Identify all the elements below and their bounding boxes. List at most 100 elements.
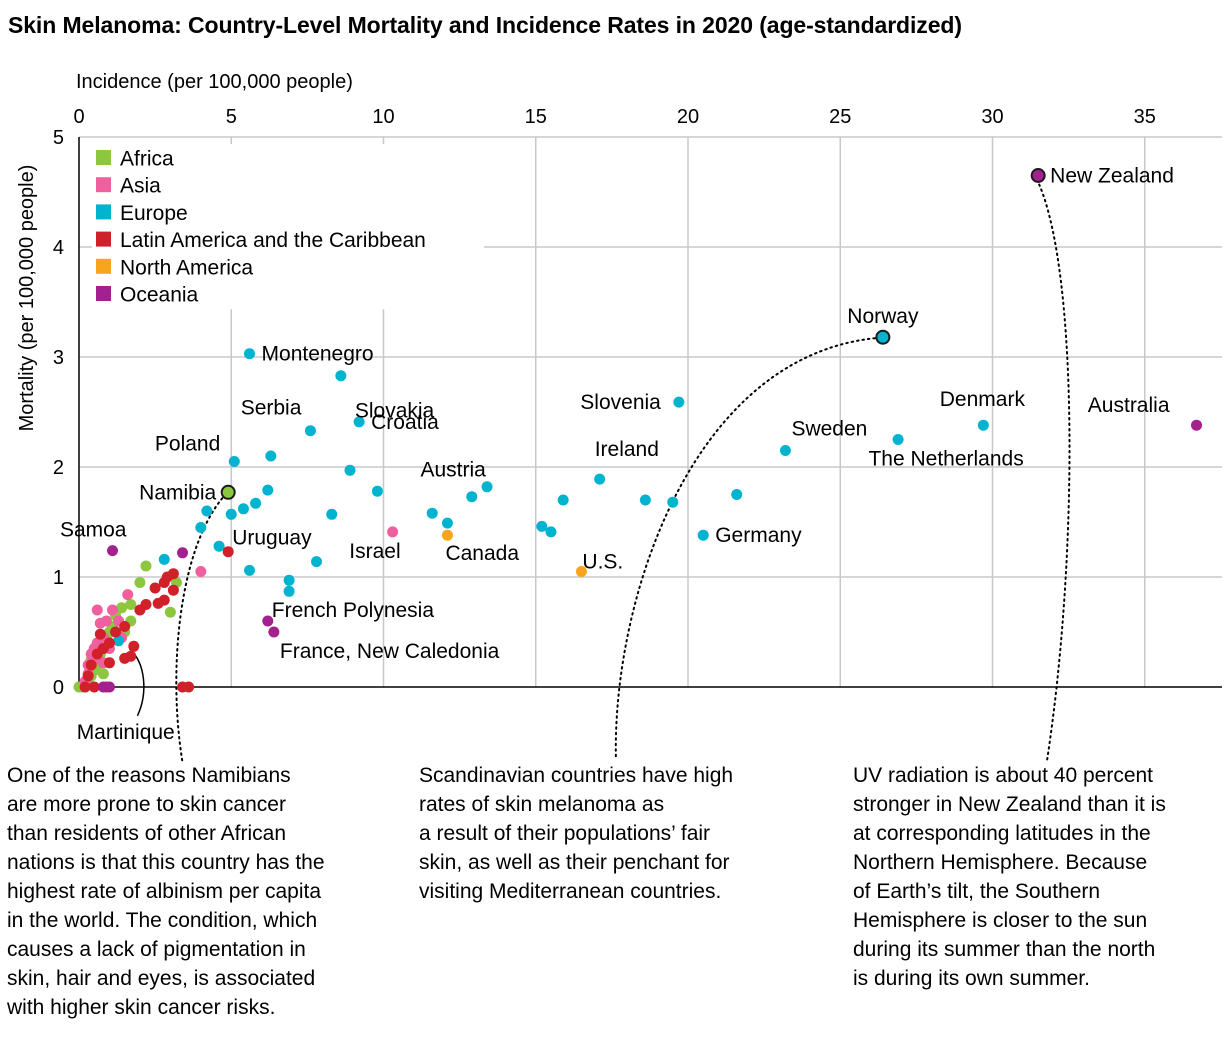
data-point [164, 606, 176, 618]
data-point [195, 522, 207, 533]
legend-swatch [96, 258, 111, 274]
point-labels: New Zealand Norway Montenegro Slovakia Serbi… [60, 165, 1174, 745]
y-axis-label: Mortality (per 100,000 people) [16, 165, 38, 432]
data-points [73, 168, 1203, 693]
data-point [85, 659, 97, 671]
legend-label: Europe [120, 202, 188, 225]
data-point [441, 517, 453, 529]
legend-label: Oceania [120, 284, 199, 307]
y-tick-label: 2 [53, 457, 64, 479]
data-point [106, 604, 118, 616]
point-label: Sweden [791, 418, 867, 441]
y-tick-label: 1 [53, 567, 64, 589]
data-point [283, 574, 295, 586]
data-point [201, 505, 213, 517]
data-point [262, 615, 274, 627]
annotation-scandinavia: Scandinavian countries have high rates o… [419, 764, 734, 903]
data-point [466, 491, 478, 503]
data-point [140, 560, 152, 572]
chart-title: Skin Melanoma: Country-Level Mortality a… [8, 12, 962, 38]
data-point [283, 585, 295, 597]
legend-swatch [96, 177, 111, 193]
legend-label: Africa [120, 148, 174, 171]
legend-swatch [96, 150, 111, 165]
data-point [158, 553, 170, 565]
point-label: Serbia [241, 397, 302, 420]
legend-label: North America [120, 256, 253, 279]
data-point [268, 626, 280, 638]
data-point [594, 473, 606, 485]
axes [78, 137, 1222, 688]
data-point [304, 425, 316, 437]
x-tick-label: 35 [1134, 106, 1156, 128]
axis-labels: Incidence (per 100,000 people) Mortality … [16, 71, 353, 431]
highlighted-point [1030, 168, 1046, 183]
x-tick-label: 20 [677, 106, 699, 128]
point-label: Israel [349, 540, 400, 563]
data-point [140, 599, 152, 610]
y-tick-label: 3 [53, 347, 64, 369]
legend-swatch [96, 286, 111, 301]
point-label: Croatia [371, 411, 439, 434]
data-point [673, 396, 685, 408]
data-point [119, 621, 131, 632]
data-point [387, 526, 399, 538]
data-point [103, 657, 115, 669]
data-point [575, 566, 587, 577]
point-label: Samoa [60, 519, 127, 542]
data-point [344, 464, 356, 476]
data-point [244, 348, 256, 360]
x-tick-label: 10 [372, 106, 394, 128]
legend-label: Asia [120, 175, 161, 198]
data-point [557, 494, 569, 506]
point-label: French Polynesia [272, 599, 435, 622]
x-tick-label: 30 [981, 106, 1003, 128]
data-point [103, 681, 115, 693]
data-point [481, 481, 493, 493]
data-point [697, 529, 709, 541]
data-point [667, 496, 679, 508]
connector-namibia [175, 497, 224, 762]
data-point [149, 582, 161, 594]
connector-norway [614, 337, 876, 759]
data-point [262, 484, 274, 496]
point-label: Uruguay [232, 527, 312, 550]
point-label: Martinique [77, 721, 175, 744]
point-label: Austria [420, 459, 486, 482]
data-point [639, 494, 651, 506]
annotation-namibia: One of the reasons Namibians are more pr… [7, 764, 325, 1019]
data-point [222, 546, 234, 558]
data-point [426, 507, 438, 519]
data-point [122, 589, 134, 601]
data-point [110, 626, 122, 638]
point-label: Poland [155, 433, 220, 456]
data-point [100, 615, 112, 627]
data-point [116, 602, 128, 614]
data-point [353, 416, 365, 428]
data-point [167, 584, 179, 596]
data-point [779, 445, 791, 456]
data-point [213, 540, 225, 552]
point-label: Namibia [139, 481, 216, 504]
data-point [335, 370, 347, 382]
data-point [1191, 419, 1203, 431]
point-label: The Netherlands [868, 448, 1023, 471]
data-point [183, 681, 195, 693]
data-point [91, 604, 103, 616]
annotation-new-zealand: UV radiation is about 40 percent stronge… [853, 764, 1166, 990]
data-point [731, 489, 743, 500]
data-point [326, 508, 338, 520]
data-point [167, 568, 179, 580]
data-point [371, 485, 383, 497]
connector-new-zealand [1038, 183, 1071, 761]
point-label: Canada [445, 542, 519, 565]
annotation-connectors [128, 183, 1071, 762]
point-label: Norway [847, 305, 919, 328]
data-point [225, 508, 237, 520]
data-point [237, 503, 249, 515]
data-point [228, 456, 240, 467]
data-point [195, 566, 207, 577]
x-tick-label: 0 [73, 106, 84, 128]
